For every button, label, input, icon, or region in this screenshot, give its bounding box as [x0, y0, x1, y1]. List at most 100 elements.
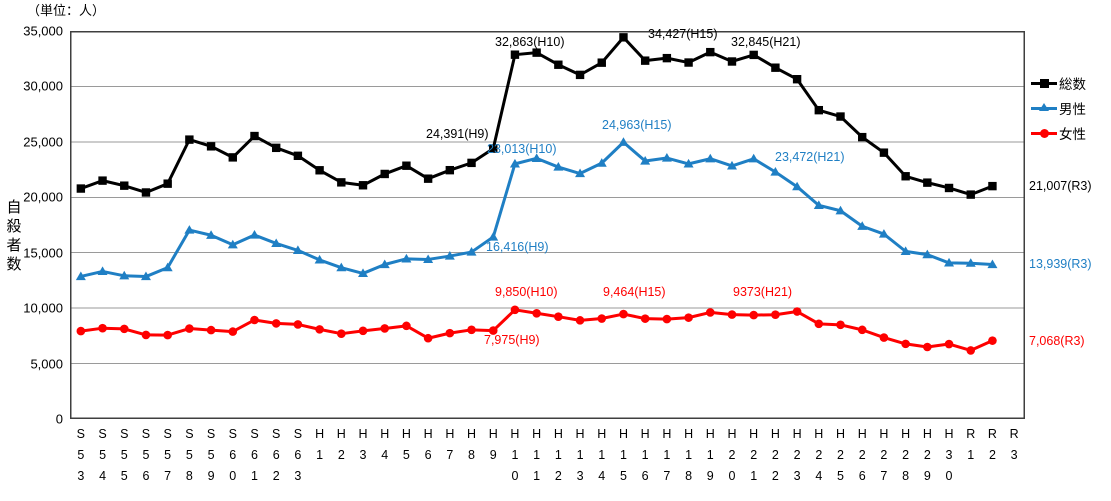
legend-item-女性[interactable]: 女性	[1031, 120, 1111, 145]
x-label-column: H 2 7	[875, 424, 893, 487]
data-point-marker	[185, 135, 194, 144]
data-point-marker	[900, 246, 911, 255]
data-point-marker	[228, 153, 237, 162]
y-tick-label: 25,000	[23, 134, 63, 150]
legend-item-総数[interactable]: 総数	[1031, 70, 1111, 95]
x-label-char: 2	[554, 469, 562, 483]
x-label-column: H 2 3	[788, 424, 806, 487]
data-point-marker	[445, 328, 455, 338]
data-point-marker	[510, 305, 520, 315]
x-label-char: 2	[793, 448, 801, 462]
x-label-char: 6	[142, 469, 150, 483]
series-end-label: 7,068(R3)	[1029, 333, 1085, 348]
y-tick-label: 20,000	[23, 189, 63, 205]
data-point-marker	[337, 178, 346, 187]
value-annotation: 32,845(H21)	[731, 35, 801, 49]
series-2	[75, 137, 998, 281]
data-point-marker	[358, 268, 369, 278]
data-point-marker	[922, 249, 933, 259]
data-point-marker	[706, 47, 715, 57]
data-point-marker	[878, 229, 889, 238]
data-point-marker	[141, 188, 151, 197]
data-point-marker	[141, 330, 151, 340]
x-label-char: 7	[164, 469, 172, 483]
data-point-marker	[228, 327, 238, 336]
x-label-column: S 5 9	[202, 424, 220, 487]
x-label-char: 0	[229, 469, 237, 483]
value-annotation: 24,391(H9)	[426, 127, 489, 141]
data-point-marker	[726, 160, 737, 170]
data-point-marker	[531, 153, 542, 162]
x-label-char: 2	[880, 448, 888, 462]
x-label-char: 2	[923, 448, 931, 462]
data-point-marker	[988, 336, 997, 345]
plot-frame	[70, 31, 1025, 419]
x-label-char: 0	[728, 469, 736, 483]
legend-label: 男性	[1059, 101, 1086, 117]
x-label-char: S	[250, 427, 259, 441]
data-point-marker	[619, 309, 628, 319]
data-point-marker	[901, 339, 910, 349]
data-point-marker	[575, 70, 585, 80]
data-point-marker	[532, 308, 541, 318]
x-label-char: H	[553, 427, 563, 441]
data-point-marker	[857, 221, 868, 230]
x-label-char: 4	[598, 469, 606, 483]
x-label-char: 4	[815, 469, 823, 483]
data-point-marker	[640, 56, 650, 65]
x-label-char	[332, 466, 350, 487]
data-point-marker	[640, 314, 650, 323]
data-point-marker	[466, 247, 477, 256]
data-point-marker	[423, 174, 433, 183]
x-label-column: H 2 1	[745, 424, 763, 487]
x-label-char: 5	[142, 448, 150, 462]
x-label-char: 2	[837, 448, 844, 462]
data-point-marker	[618, 137, 629, 146]
x-label-column: H 1 1	[528, 424, 546, 487]
legend-marker-icon	[1031, 101, 1057, 115]
value-annotation: 24,963(H15)	[602, 118, 672, 132]
data-point-marker	[901, 172, 910, 181]
x-label-char: 6	[424, 448, 432, 462]
data-point-marker	[792, 75, 802, 84]
x-label-char: 1	[663, 448, 671, 462]
x-label-char: H	[358, 427, 368, 441]
x-label-char: 1	[554, 448, 562, 462]
x-label-column: S 6 1	[245, 424, 263, 487]
data-point-marker	[509, 158, 520, 168]
x-label-column: S 5 7	[159, 424, 177, 487]
data-point-marker	[510, 50, 520, 59]
value-annotation: 9373(H21)	[733, 285, 793, 299]
x-label-char: S	[206, 427, 216, 441]
data-point-marker	[184, 225, 195, 234]
data-point-marker	[965, 258, 976, 267]
data-point-marker	[792, 307, 802, 316]
x-label-char	[983, 466, 1001, 487]
legend-marker-icon	[1031, 76, 1057, 90]
data-point-marker	[792, 181, 803, 191]
x-label-char: S	[76, 427, 86, 441]
data-point-marker	[814, 105, 824, 115]
data-point-marker	[445, 165, 455, 175]
x-label-column: S 5 6	[137, 424, 155, 487]
data-point-marker	[662, 53, 672, 63]
x-label-char: H	[315, 427, 325, 441]
x-label-char: 1	[619, 448, 627, 462]
value-annotation: 23,013(H10)	[487, 142, 557, 156]
x-label-column: H 1 3	[571, 424, 589, 487]
data-point-marker	[227, 239, 238, 249]
data-point-marker	[401, 253, 412, 263]
legend-item-男性[interactable]: 男性	[1031, 95, 1111, 120]
x-label-char: H	[597, 427, 607, 441]
x-label-char: H	[749, 427, 759, 441]
data-point-marker	[748, 153, 759, 163]
data-point-marker	[98, 176, 107, 185]
x-label-column: H 1 8	[680, 424, 698, 487]
x-label-char: 1	[251, 469, 258, 483]
data-point-marker	[836, 320, 845, 330]
data-point-marker	[684, 58, 693, 67]
value-annotation: 9,464(H15)	[603, 285, 666, 299]
